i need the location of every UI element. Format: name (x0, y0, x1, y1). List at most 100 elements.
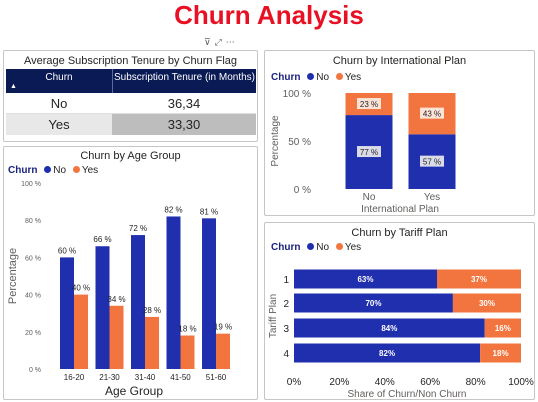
x-tick-label: 16-20 (64, 373, 85, 382)
bar-no (294, 293, 453, 313)
bar-yes (484, 318, 521, 338)
tariff-plan-card: Churn by Tariff Plan Churn No Yes 63% 37%… (264, 222, 535, 400)
y-tick-label: 1 (283, 275, 289, 286)
international-legend: Churn No Yes (271, 72, 361, 83)
bar-yes (452, 293, 521, 313)
focus-mode-icon[interactable]: ⤢ (214, 37, 226, 47)
legend-yes-label[interactable]: Yes (344, 242, 362, 253)
data-label-bg (420, 155, 444, 167)
bar-yes (74, 294, 88, 369)
bar-no (166, 216, 181, 369)
data-label-yes: 30% (479, 299, 495, 308)
data-label-bg (357, 146, 381, 158)
legend-no-icon (44, 166, 52, 173)
y-tick-label: 20 % (25, 330, 41, 337)
y-tick-label: 60 % (25, 255, 41, 262)
data-label-no: 72 % (129, 224, 147, 233)
x-tick-label: 31-40 (135, 373, 156, 382)
legend-yes-icon (72, 166, 80, 173)
data-label-no: 82% (379, 349, 395, 358)
y-tick-label: 50 % (288, 137, 311, 148)
legend-no-icon (307, 73, 315, 80)
cell-tenure: 36,34 (167, 96, 201, 111)
bar-yes (180, 335, 195, 369)
legend-yes-icon (335, 73, 343, 80)
y-tick-label: 3 (283, 324, 289, 335)
legend-yes-label[interactable]: Yes (81, 165, 99, 176)
legend-no-label[interactable]: No (53, 165, 67, 176)
data-label-no: 81 % (200, 207, 218, 216)
data-label-yes: 28 % (143, 306, 161, 315)
y-tick-label: 0 % (29, 367, 41, 374)
data-label-no: 77 % (360, 148, 378, 157)
x-tick-label: 100% (508, 377, 534, 388)
y-tick-label: 40 % (25, 293, 41, 300)
age-group-chart: 0 % 20 % 40 % 60 % 80 % 100 % Percentage 60 % 40… (7, 181, 232, 398)
data-label-yes: 16% (495, 324, 511, 333)
bar-yes (480, 343, 521, 363)
legend-title: Churn (8, 165, 38, 176)
x-tick-label: No (363, 192, 376, 203)
y-axis-title: Tariff Plan (268, 294, 279, 338)
y-tick-label: 100 % (21, 181, 41, 188)
x-tick-label: 80% (466, 377, 486, 388)
page-title: Churn Analysis (174, 0, 364, 30)
x-tick-label: 20% (329, 377, 349, 388)
data-label-yes: 18% (493, 349, 509, 358)
x-axis-title: International Plan (361, 204, 439, 215)
data-label-no: 82 % (164, 205, 182, 214)
bar-no (60, 257, 74, 369)
x-axis-title: Share of Churn/Non Churn (348, 389, 467, 400)
sort-arrow-icon: ▲ (10, 83, 17, 90)
x-tick-label: 41-50 (170, 373, 191, 382)
age-group-card: Churn by Age Group Churn No Yes 0 % 20 % 4… (3, 146, 258, 400)
table-title: Average Subscription Tenure by Churn Fla… (24, 55, 237, 67)
legend-title: Churn (271, 242, 301, 253)
data-label-yes: 19 % (214, 323, 232, 332)
age-legend: Churn No Yes (8, 165, 98, 176)
data-label-no: 63% (357, 275, 373, 284)
data-label-no: 84% (381, 324, 397, 333)
bar-no (294, 318, 485, 338)
bar-yes (109, 305, 124, 369)
cell-tenure: 33,30 (112, 114, 256, 135)
legend-yes-icon (335, 243, 343, 250)
legend-no-label[interactable]: No (316, 242, 330, 253)
legend-no-icon (307, 243, 315, 250)
international-chart: 0 % 50 % 100 % Percentage 77 % 23 % No 57 % 43 %… (270, 89, 456, 215)
data-label-bg (357, 98, 381, 110)
tariff-chart-title: Churn by Tariff Plan (351, 227, 448, 239)
filter-icon[interactable]: ⊽ (204, 37, 215, 47)
data-label-no: 57 % (423, 158, 441, 167)
cell-churn: Yes (48, 117, 70, 132)
international-chart-title: Churn by International Plan (332, 55, 467, 67)
legend-no-label[interactable]: No (316, 72, 330, 83)
bar-yes (145, 316, 159, 369)
y-axis-title: Percentage (7, 248, 19, 304)
data-label-yes: 37% (471, 275, 487, 284)
table-row: Yes 33,30 (6, 114, 256, 135)
column-header-tenure[interactable]: Subscription Tenure (in Months) (112, 69, 256, 93)
visual-header-icons: ⊽⤢⋯ (204, 37, 239, 48)
cell-churn: No (50, 96, 68, 111)
tariff-plan-chart: 63% 37% 1 70% 30% 2 84% 16% 3 82% 18% 4 Tariff Plan 0… (268, 269, 534, 400)
more-options-icon[interactable]: ⋯ (225, 37, 239, 47)
bar-no (95, 246, 110, 369)
bar-yes (216, 333, 230, 369)
x-tick-label: 60% (420, 377, 440, 388)
y-axis-title: Percentage (270, 115, 281, 167)
legend-title: Churn (271, 72, 301, 83)
x-axis-title: Age Group (105, 384, 163, 398)
data-label-yes: 34 % (107, 295, 125, 304)
data-label-no: 60 % (58, 246, 76, 255)
data-label-bg (420, 107, 444, 119)
data-label-yes: 43 % (423, 110, 441, 119)
y-tick-label: 0 % (294, 185, 311, 196)
column-header-churn[interactable]: Churn (45, 72, 73, 83)
bar-yes (437, 269, 521, 289)
y-tick-label: 80 % (25, 218, 41, 225)
data-label-yes: 18 % (178, 325, 196, 334)
x-tick-label: 51-60 (206, 373, 227, 382)
y-tick-label: 2 (283, 299, 289, 310)
legend-yes-label[interactable]: Yes (344, 72, 362, 83)
